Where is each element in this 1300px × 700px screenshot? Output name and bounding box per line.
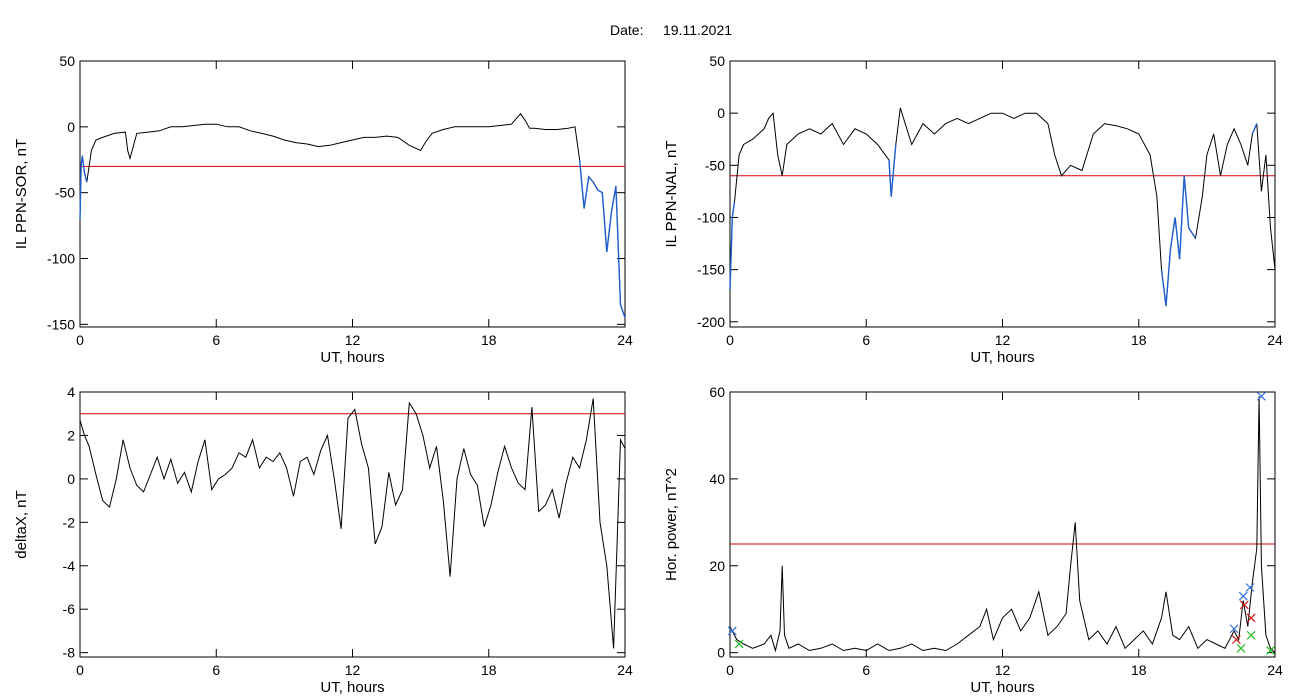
- x-marker: [734, 639, 744, 649]
- x-marker: [1266, 646, 1275, 655]
- x-tick-label: 24: [1267, 332, 1283, 348]
- highlight-segment: [1160, 175, 1197, 307]
- highlight-segment: [1251, 123, 1258, 135]
- chart-panel-power: 0 6 12 18 24 60 40 20 0 UT, hours Hor. power, nT^2: [663, 384, 1283, 696]
- y-tick-label: -6: [63, 601, 76, 617]
- y-tick-label: 40: [709, 471, 725, 487]
- x-tick-label: 6: [212, 662, 220, 678]
- x-tick-label: 6: [862, 332, 870, 348]
- x-tick-label: 12: [345, 332, 361, 348]
- y-tick-label: 50: [709, 53, 725, 69]
- y-tick-label: -100: [697, 209, 725, 225]
- x-marker: [1231, 635, 1241, 645]
- y-axis-label: IL PPN-NAL, nT: [663, 141, 680, 248]
- y-tick-label: 20: [709, 558, 725, 574]
- y-tick-label: -100: [47, 251, 75, 267]
- y-tick-label: -50: [55, 185, 75, 201]
- x-axis-label: UT, hours: [970, 679, 1034, 696]
- highlight-segment: [578, 159, 626, 319]
- x-tick-label: 0: [726, 332, 734, 348]
- x-marker: [1256, 391, 1266, 401]
- x-marker: [1239, 600, 1249, 610]
- y-tick-label: 0: [717, 105, 725, 121]
- x-tick-label: 0: [726, 662, 734, 678]
- x-marker: [1245, 583, 1255, 592]
- x-tick-label: 18: [1131, 662, 1147, 678]
- x-tick-label: 12: [995, 332, 1011, 348]
- y-tick-label: -2: [63, 514, 76, 530]
- x-marker: [727, 626, 737, 636]
- x-tick-label: 18: [481, 332, 497, 348]
- x-tick-label: 12: [345, 662, 361, 678]
- highlight-segment: [888, 144, 897, 197]
- series-line: [79, 112, 626, 318]
- y-axis-label: Hor. power, nT^2: [663, 468, 680, 581]
- y-tick-label: -50: [705, 157, 725, 173]
- y-tick-label: -150: [47, 316, 75, 332]
- x-tick-label: 24: [617, 332, 633, 348]
- y-axis-label: IL PPN-SOR, nT: [13, 139, 30, 249]
- series-line: [729, 396, 1276, 654]
- y-tick-label: 0: [67, 119, 75, 135]
- chart-panel-deltax: 0 6 12 18 24 4 2 0 -2 -4 -6 -8 UT, hours deltaX, nT: [13, 384, 633, 696]
- x-marker: [1246, 613, 1256, 623]
- y-axis-label: deltaX, nT: [13, 490, 30, 558]
- highlight-segment: [79, 155, 88, 220]
- y-tick-label: -8: [63, 645, 76, 661]
- y-tick-label: -200: [697, 314, 725, 330]
- x-tick-label: 24: [1267, 662, 1283, 678]
- x-tick-label: 24: [617, 662, 633, 678]
- highlight-segment: [729, 201, 736, 291]
- x-marker: [1246, 630, 1256, 640]
- plot-frame: [79, 391, 626, 658]
- x-tick-label: 0: [76, 332, 84, 348]
- y-tick-label: 2: [67, 427, 75, 443]
- x-tick-label: 0: [76, 662, 84, 678]
- x-tick-label: 12: [995, 662, 1011, 678]
- plot-frame: [729, 60, 1276, 328]
- chart-panel-sor: 0 6 12 18 24 50 0 -50 -100 -150 UT, hours IL PPN-SO…: [13, 53, 633, 366]
- x-marker: [1229, 624, 1239, 634]
- plot-frame: [79, 60, 626, 328]
- y-tick-label: 60: [709, 384, 725, 400]
- series-line: [729, 107, 1276, 307]
- x-tick-label: 18: [1131, 332, 1147, 348]
- x-marker: [1238, 591, 1248, 601]
- y-tick-label: 0: [717, 645, 725, 661]
- x-tick-label: 18: [481, 662, 497, 678]
- date-value: 19.11.2021: [663, 22, 732, 38]
- y-tick-label: 0: [67, 471, 75, 487]
- x-tick-label: 6: [862, 662, 870, 678]
- series-line: [79, 398, 626, 649]
- y-tick-label: 4: [67, 384, 75, 400]
- x-axis-label: UT, hours: [320, 349, 384, 366]
- chart-panel-nal: 0 6 12 18 24 50 0 -50 -100 -150 -200 UT, hours IL PP…: [663, 53, 1283, 366]
- x-marker: [1236, 643, 1246, 653]
- y-tick-label: -150: [697, 262, 725, 278]
- x-tick-label: 6: [212, 332, 220, 348]
- date-label: Date:: [610, 22, 643, 38]
- y-tick-label: 50: [59, 53, 75, 69]
- x-axis-label: UT, hours: [320, 679, 384, 696]
- x-axis-label: UT, hours: [970, 349, 1034, 366]
- y-tick-label: -4: [63, 558, 76, 574]
